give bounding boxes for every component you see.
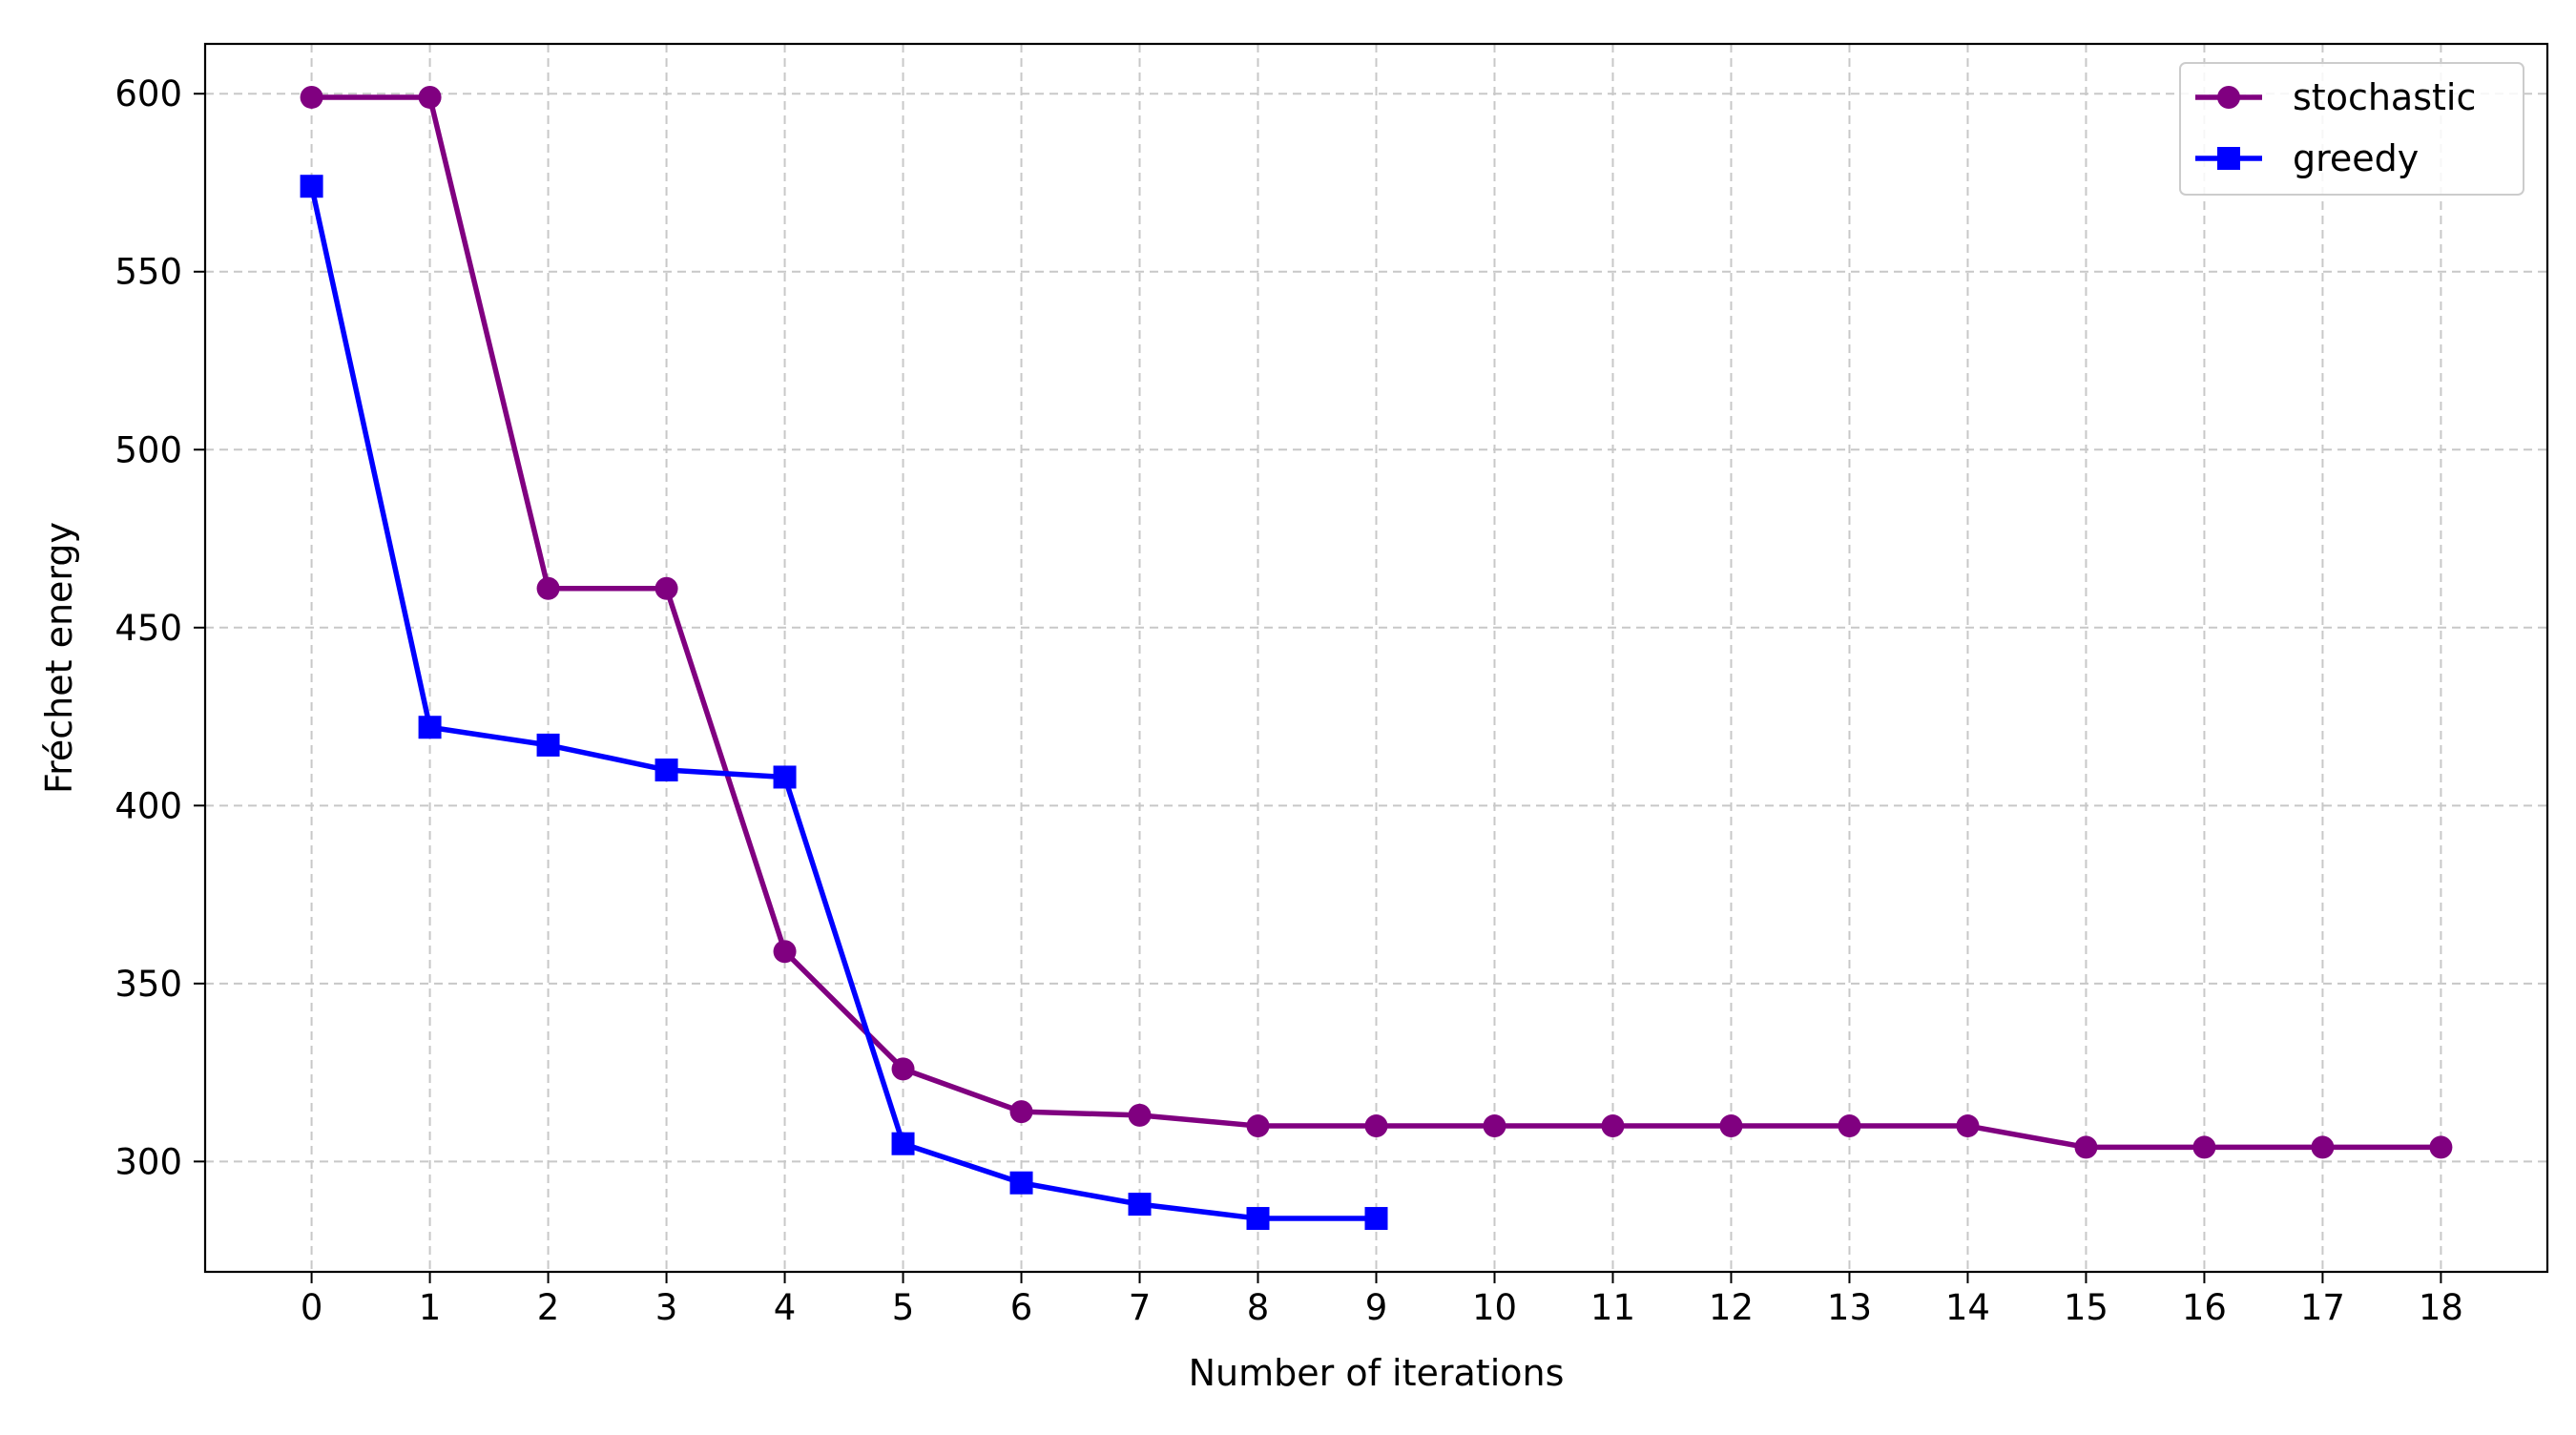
data-point [1364, 1114, 1388, 1138]
data-point [1719, 1114, 1743, 1138]
y-tick-label: 600 [114, 73, 182, 114]
data-point [300, 175, 323, 198]
legend-marker [2217, 86, 2240, 109]
data-point [2311, 1135, 2335, 1159]
y-tick-label: 350 [114, 964, 182, 1005]
x-tick-label: 2 [537, 1287, 560, 1328]
x-tick-label: 11 [1590, 1287, 1635, 1328]
data-point [773, 765, 797, 789]
grid [205, 44, 2547, 1272]
data-point [1838, 1114, 1861, 1138]
x-tick-label: 8 [1247, 1287, 1270, 1328]
legend-marker [2217, 147, 2240, 170]
data-point [418, 716, 442, 739]
y-tick-label: 550 [114, 252, 182, 293]
series-line-greedy [308, 185, 1377, 1221]
x-tick-label: 4 [774, 1287, 797, 1328]
data-point [1128, 1193, 1152, 1217]
x-tick-label: 10 [1472, 1287, 1517, 1328]
legend-item-stochastic: stochastic [2195, 76, 2476, 118]
data-point [2429, 1135, 2453, 1159]
x-tick-label: 12 [1709, 1287, 1754, 1328]
y-axis: 300 350 400 450 500 550 600 [114, 73, 205, 1182]
data-point [2192, 1135, 2216, 1159]
legend-item-greedy: greedy [2195, 137, 2419, 179]
data-point [1246, 1207, 1270, 1231]
data-point [1128, 1103, 1152, 1127]
data-point [536, 576, 560, 600]
data-point [1009, 1100, 1033, 1124]
x-tick-label: 5 [892, 1287, 915, 1328]
data-point [773, 940, 797, 964]
x-tick-label: 9 [1365, 1287, 1388, 1328]
series-stochastic [300, 85, 2453, 1159]
x-axis: 0 1 2 3 4 5 6 7 8 9 10 11 12 13 14 15 16 17 18 [301, 1272, 2463, 1328]
x-tick-label: 16 [2182, 1287, 2227, 1328]
data-point [1364, 1207, 1388, 1231]
data-point [654, 576, 678, 600]
data-point [1009, 1171, 1033, 1195]
x-tick-label: 7 [1129, 1287, 1152, 1328]
legend-label: stochastic [2293, 76, 2476, 118]
y-tick-label: 400 [114, 785, 182, 826]
legend-box [2179, 62, 2524, 196]
data-point [1483, 1114, 1506, 1138]
data-point [300, 85, 323, 109]
x-tick-label: 18 [2419, 1287, 2463, 1328]
x-tick-label: 14 [1945, 1287, 1990, 1328]
data-point [891, 1132, 915, 1155]
series-greedy [300, 175, 1388, 1231]
legend-label: greedy [2293, 137, 2419, 179]
data-point [654, 759, 678, 782]
y-axis-label: Fréchet energy [38, 522, 80, 794]
x-tick-label: 6 [1010, 1287, 1033, 1328]
x-tick-label: 13 [1827, 1287, 1872, 1328]
x-tick-label: 1 [419, 1287, 442, 1328]
data-point [418, 85, 442, 109]
x-axis-label: Number of iterations [1189, 1352, 1565, 1394]
x-tick-label: 3 [655, 1287, 678, 1328]
y-tick-label: 500 [114, 429, 182, 470]
legend: stochastic greedy [2179, 62, 2524, 196]
x-tick-label: 0 [301, 1287, 323, 1328]
x-tick-label: 15 [2064, 1287, 2109, 1328]
data-point [1246, 1114, 1270, 1138]
data-point [891, 1057, 915, 1081]
data-point [1956, 1114, 1980, 1138]
series-layer [300, 85, 2453, 1231]
plot-area-frame [203, 42, 2549, 1274]
y-tick-label: 300 [114, 1141, 182, 1182]
data-point [536, 733, 560, 757]
data-point [2074, 1135, 2098, 1159]
data-point [1601, 1114, 1625, 1138]
x-tick-label: 17 [2300, 1287, 2345, 1328]
y-tick-label: 450 [114, 608, 182, 649]
